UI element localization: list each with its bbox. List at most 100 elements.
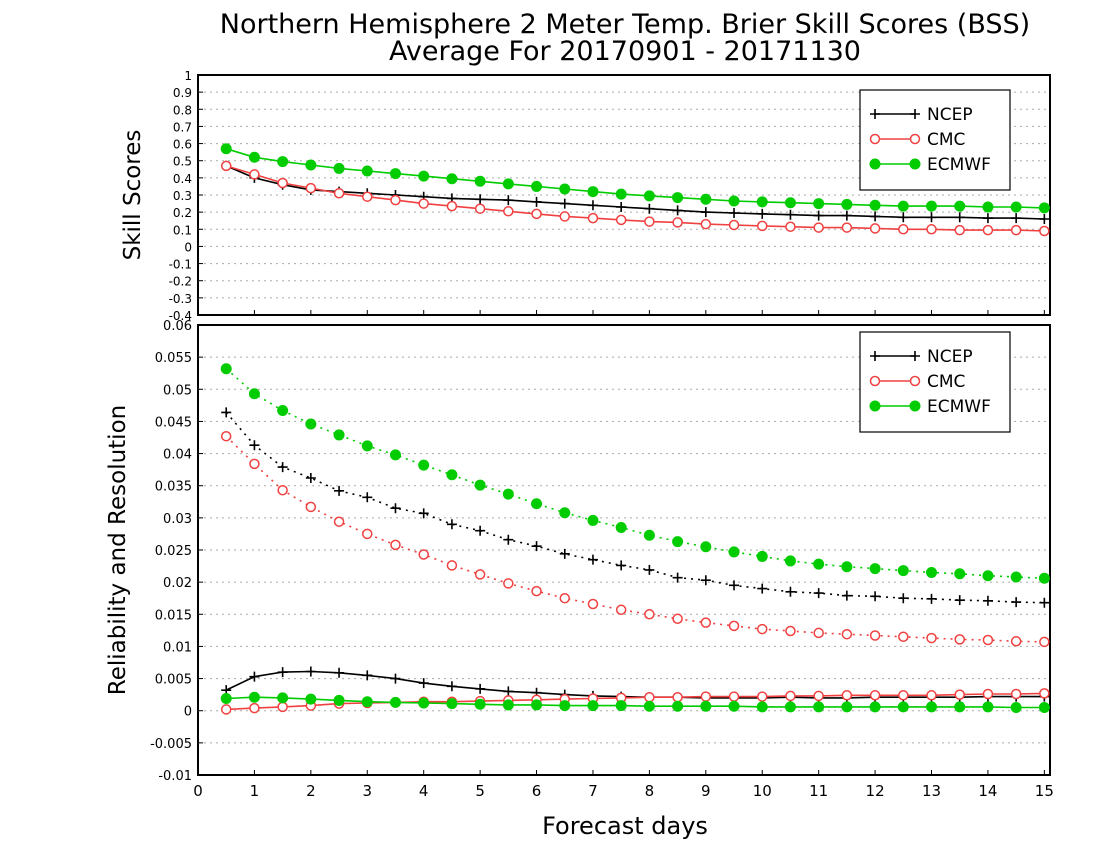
data-point — [926, 212, 937, 223]
data-point — [926, 593, 937, 604]
data-point — [672, 691, 683, 703]
data-point — [643, 700, 655, 712]
data-point — [559, 548, 570, 559]
data-point — [1039, 597, 1050, 608]
data-point — [277, 667, 288, 678]
data-point — [390, 503, 401, 514]
x-tick-label: 7 — [588, 782, 598, 800]
legend-marker — [909, 375, 921, 387]
data-point — [756, 623, 768, 635]
data-point — [559, 592, 571, 604]
data-point — [559, 211, 571, 222]
y-tick-label: 0 — [184, 240, 192, 254]
data-point — [728, 546, 740, 558]
data-point — [502, 699, 514, 711]
data-point — [475, 525, 486, 536]
data-point — [700, 207, 711, 218]
data-point — [531, 699, 543, 711]
data-point — [587, 212, 599, 224]
data-point — [644, 691, 655, 703]
data-point — [954, 212, 965, 223]
data-point — [559, 700, 571, 712]
data-point — [474, 203, 486, 214]
x-tick-label: 1 — [250, 782, 260, 800]
data-point — [926, 200, 938, 212]
data-point — [700, 691, 712, 702]
data-point — [954, 224, 965, 236]
series-ecmwf-solid — [220, 691, 1050, 713]
x-tick-label: 9 — [701, 782, 711, 800]
data-point — [305, 182, 317, 194]
y-tick-label: -0.005 — [150, 737, 192, 752]
data-point — [926, 632, 937, 644]
data-point — [870, 591, 881, 602]
data-point — [389, 696, 401, 708]
data-point — [841, 222, 853, 233]
data-point — [982, 213, 993, 224]
data-point — [220, 693, 232, 704]
data-point — [531, 541, 542, 552]
panel-1: 0.06 0.055 0.05 0.045 0.04 0.035 0.03 0.025 0.02… — [150, 319, 1051, 784]
data-point — [672, 613, 683, 625]
y-tick-label: 0.3 — [173, 189, 192, 203]
data-point — [362, 492, 373, 503]
data-point — [869, 630, 881, 641]
data-point — [644, 216, 655, 227]
data-point — [756, 220, 768, 232]
data-point — [305, 501, 317, 513]
y-tick-label: 0.03 — [163, 512, 192, 527]
data-point — [982, 224, 994, 236]
y-tick-label: 0.035 — [155, 480, 192, 495]
data-point — [446, 519, 457, 530]
data-point — [220, 143, 232, 155]
y-tick-label: 0.6 — [173, 138, 192, 152]
data-point — [418, 459, 430, 471]
data-point — [333, 162, 345, 174]
data-point — [615, 604, 627, 616]
data-point — [869, 690, 881, 701]
data-point — [559, 183, 571, 195]
y-axis-label-reliability: Reliability and Resolution — [105, 405, 131, 695]
data-point — [1011, 213, 1022, 224]
legend: NCEP CMC ECMWF — [859, 89, 1011, 191]
data-point — [756, 691, 768, 702]
data-point — [361, 696, 373, 708]
data-point — [898, 212, 909, 223]
x-axis-label: Forecast days — [542, 812, 708, 840]
data-point — [1039, 214, 1050, 224]
data-point — [729, 580, 740, 591]
panel-0: 1 0.9 0.8 0.7 0.6 0.5 0.4 0.3 0.2 0.1 0 -0.1 -0.2 -0.… — [169, 69, 1051, 323]
legend: NCEP CMC ECMWF — [859, 331, 1011, 433]
data-point — [475, 683, 486, 694]
y-tick-label: -0.1 — [169, 258, 192, 272]
data-point — [559, 198, 570, 209]
data-point — [531, 196, 542, 207]
data-point — [305, 473, 316, 483]
data-point — [1038, 572, 1050, 584]
data-point — [644, 203, 655, 214]
data-point — [220, 430, 232, 442]
data-point — [784, 701, 796, 713]
legend-marker — [869, 400, 881, 412]
y-tick-label: 0.01 — [163, 640, 192, 655]
data-point — [248, 151, 260, 163]
data-point — [982, 595, 993, 606]
legend-marker — [909, 400, 921, 412]
data-point — [841, 628, 853, 640]
data-point — [813, 588, 824, 599]
data-point — [1010, 688, 1022, 700]
data-point — [785, 209, 796, 220]
data-point — [616, 202, 627, 212]
x-tick-label: 3 — [362, 782, 372, 800]
data-point — [1011, 597, 1022, 608]
data-point — [728, 195, 740, 207]
data-point — [1039, 636, 1050, 648]
series-ncep-dotted — [221, 407, 1050, 608]
x-tick-label: 12 — [866, 782, 885, 800]
y-tick-label: -0.3 — [169, 292, 192, 306]
data-point — [587, 700, 599, 712]
x-tick-label: 11 — [809, 782, 828, 800]
data-point — [785, 625, 796, 637]
data-point — [728, 691, 740, 702]
y-tick-label: 0.8 — [173, 103, 192, 117]
